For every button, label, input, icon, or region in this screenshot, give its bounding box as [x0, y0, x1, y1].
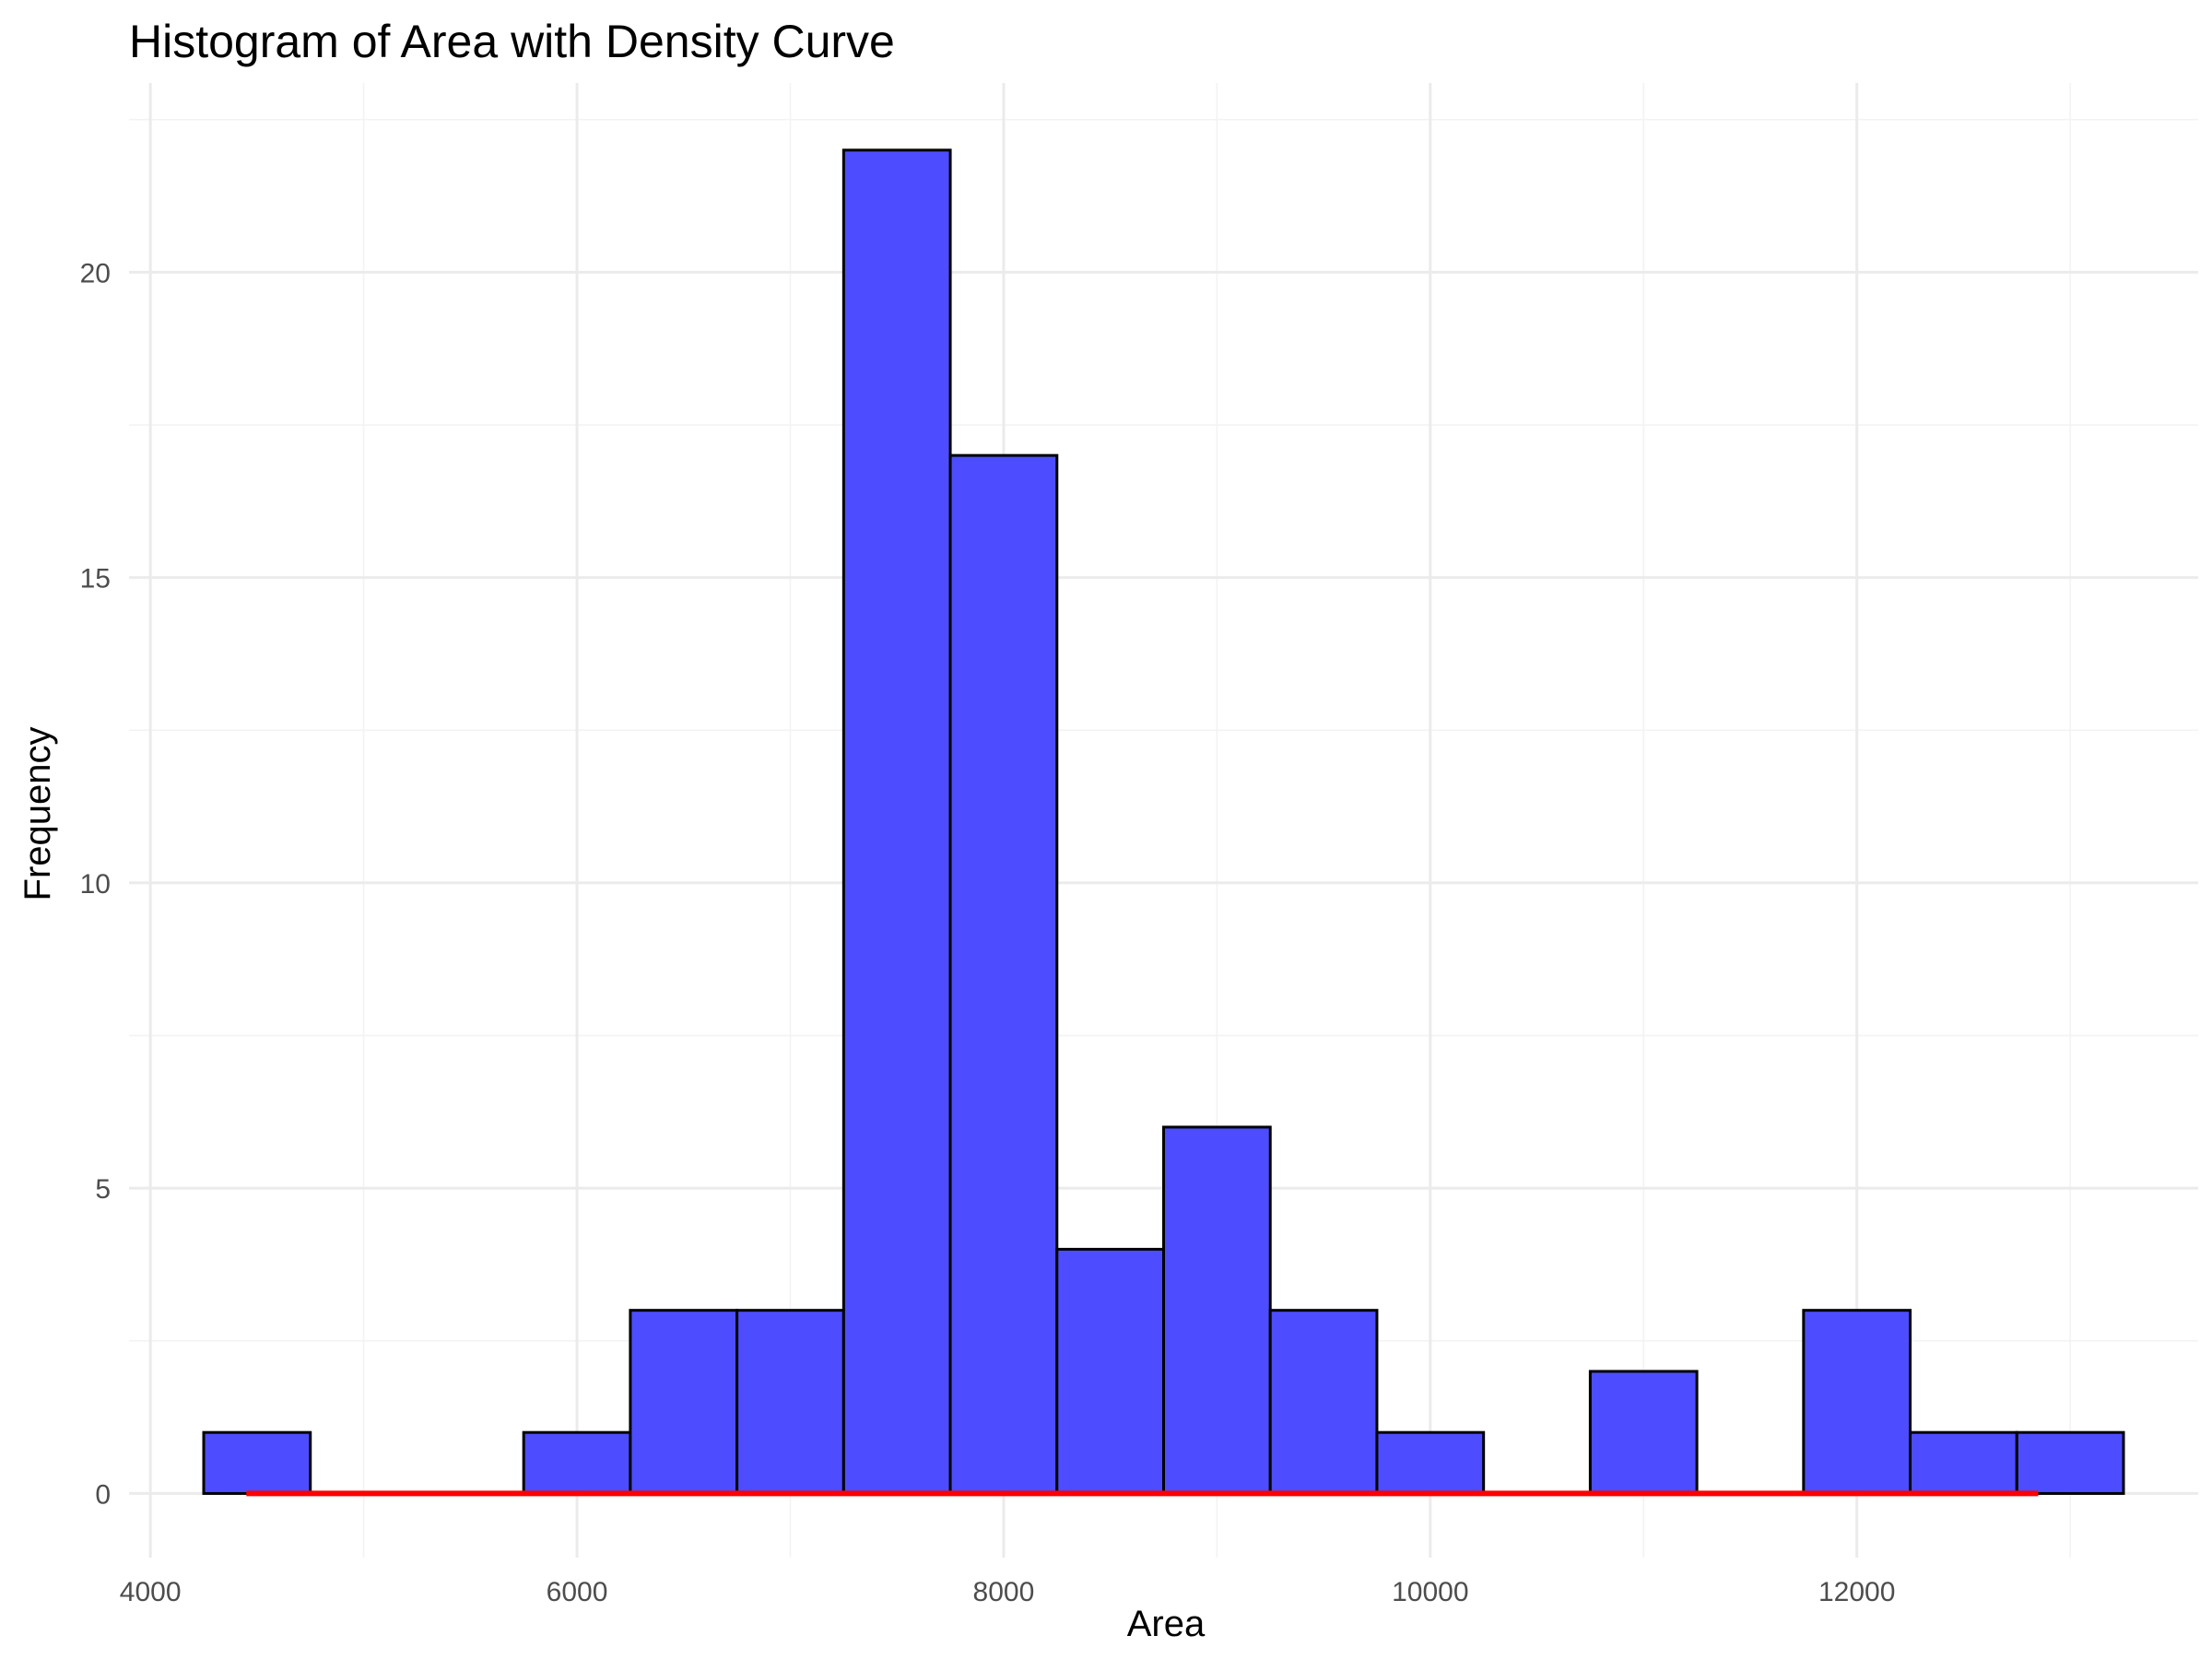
- x-tick-label: 4000: [120, 1577, 182, 1607]
- y-tick-label: 15: [80, 564, 111, 594]
- histogram-bar: [1588, 1370, 1699, 1495]
- x-tick-label: 6000: [547, 1577, 608, 1607]
- x-tick-label: 10000: [1392, 1577, 1468, 1607]
- histogram-bar: [522, 1430, 632, 1495]
- y-tick-label: 5: [95, 1174, 111, 1205]
- histogram-bar: [1268, 1309, 1379, 1495]
- histogram-bar: [735, 1309, 845, 1495]
- histogram-bar: [2015, 1430, 2125, 1495]
- y-tick-label: 20: [80, 258, 111, 288]
- histogram-bar: [1162, 1125, 1272, 1495]
- bars: [202, 148, 2125, 1495]
- chart-title: Histogram of Area with Density Curve: [129, 16, 895, 67]
- y-tick-label: 10: [80, 869, 111, 900]
- histogram-bar: [1375, 1430, 1486, 1495]
- histogram-bar: [629, 1309, 739, 1495]
- x-tick-label: 12000: [1818, 1577, 1895, 1607]
- tick-labels: 4000 6000 8000 10000 12000 0 5 10 15 20: [80, 258, 1896, 1607]
- y-axis-title: Frequency: [18, 727, 58, 901]
- histogram-bar: [1802, 1309, 1912, 1495]
- x-axis-title: Area: [1127, 1604, 1206, 1644]
- histogram-bar: [948, 453, 1059, 1495]
- histogram-bar: [1909, 1430, 2018, 1495]
- y-tick-label: 0: [95, 1479, 111, 1510]
- x-tick-label: 8000: [973, 1577, 1035, 1607]
- histogram-bar: [202, 1430, 312, 1495]
- histogram-bar: [1055, 1247, 1165, 1495]
- histogram-bar: [841, 148, 952, 1495]
